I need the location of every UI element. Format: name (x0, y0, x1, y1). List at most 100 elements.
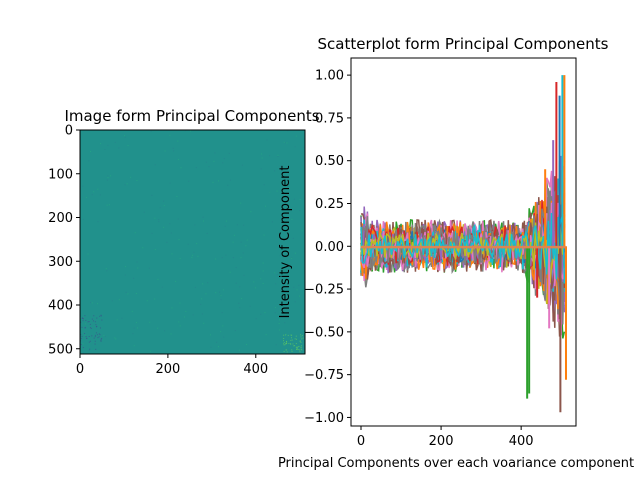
image-noise-pixel (249, 305, 251, 307)
image-noise-pixel (84, 315, 86, 317)
image-noise-pixel (293, 286, 295, 288)
image-noise-pixel (287, 284, 289, 286)
image-noise-pixel (164, 150, 166, 152)
image-noise-pixel (150, 130, 152, 132)
image-noise-pixel (89, 323, 91, 325)
image-noise-pixel (94, 336, 96, 338)
image-noise-pixel (280, 279, 282, 281)
image-noise-pixel (101, 337, 103, 339)
line-xtick-label: 0 (357, 434, 365, 449)
image-noise-pixel (295, 335, 297, 337)
image-noise-pixel (163, 226, 165, 228)
image-noise-pixel (88, 336, 90, 338)
image-noise-pixel (164, 330, 166, 332)
image-noise-pixel (114, 337, 116, 339)
image-noise-pixel (175, 280, 177, 282)
image-noise-pixel (184, 316, 186, 318)
image-noise-pixel (223, 336, 225, 338)
image-noise-pixel (222, 325, 224, 327)
image-ytick-label: 200 (48, 211, 73, 226)
image-noise-pixel (208, 166, 210, 168)
image-noise-pixel (187, 243, 189, 245)
image-noise-pixel (158, 219, 160, 221)
image-noise-pixel (284, 142, 286, 144)
image-noise-pixel (300, 341, 302, 343)
image-noise-pixel (85, 323, 87, 325)
image-noise-pixel (222, 162, 224, 164)
image-noise-pixel (282, 172, 284, 174)
image-noise-pixel (299, 198, 301, 200)
image-noise-pixel (285, 349, 287, 351)
image-noise-pixel (136, 327, 138, 329)
image-noise-pixel (173, 150, 175, 152)
image-noise-pixel (133, 327, 135, 329)
image-noise-pixel (95, 348, 97, 350)
image-noise-pixel (254, 287, 256, 289)
image-noise-pixel (265, 334, 267, 336)
image-noise-pixel (137, 267, 139, 269)
image-noise-pixel (219, 291, 221, 293)
image-noise-pixel (177, 218, 179, 220)
image-noise-pixel (106, 204, 108, 206)
image-noise-pixel (110, 175, 112, 177)
image-frame (79, 129, 306, 355)
image-noise-pixel (262, 262, 264, 264)
image-noise-pixel (281, 170, 283, 172)
image-noise-pixel (290, 334, 292, 336)
image-noise-pixel (274, 170, 276, 172)
image-noise-pixel (96, 334, 98, 336)
image-noise-pixel (229, 271, 231, 273)
line-title: Scatterplot form Principal Components (318, 35, 609, 53)
image-noise-pixel (276, 274, 278, 276)
line-ytick-label: 1.00 (315, 69, 344, 84)
image-noise-pixel (292, 237, 294, 239)
image-noise-pixel (300, 348, 302, 350)
image-noise-pixel (299, 349, 301, 351)
image-noise-pixel (221, 257, 223, 259)
line-ytick-label: −0.75 (304, 368, 344, 383)
image-noise-pixel (205, 293, 207, 295)
image-noise-pixel (95, 324, 97, 326)
image-noise-pixel (238, 302, 240, 304)
image-noise-pixel (250, 211, 252, 213)
image-noise-pixel (106, 270, 108, 272)
image-noise-pixel (286, 351, 288, 353)
image-noise-pixel (299, 210, 301, 212)
line-panel: Scatterplot form Principal Components 0 2… (278, 35, 634, 471)
line-ytick-label: 0.75 (315, 111, 344, 126)
image-noise-pixel (116, 319, 118, 321)
image-noise-pixel (134, 232, 136, 234)
image-noise-pixel (285, 343, 287, 345)
image-noise-pixel (296, 289, 298, 291)
image-noise-pixel (301, 338, 303, 340)
image-noise-pixel (96, 303, 98, 305)
image-noise-pixel (196, 243, 198, 245)
image-noise-pixel (80, 340, 82, 342)
image-noise-pixel (86, 337, 88, 339)
image-noise-pixel (255, 318, 257, 320)
image-noise-pixel (279, 329, 281, 331)
image-noise-pixel (171, 307, 173, 309)
image-noise-pixel (301, 335, 303, 337)
image-noise-pixel (91, 318, 93, 320)
image-noise-pixel (303, 146, 305, 148)
image-noise-pixel (224, 225, 226, 227)
image-noise-pixel (293, 343, 295, 345)
image-noise-pixel (222, 289, 224, 291)
image-noise-pixel (294, 301, 296, 303)
image-noise-pixel (292, 343, 294, 345)
image-noise-pixel (213, 160, 215, 162)
image-noise-pixel (227, 184, 229, 186)
image-noise-pixel (240, 241, 242, 243)
image-noise-pixel (242, 252, 244, 254)
image-noise-pixel (194, 224, 196, 226)
image-noise-pixel (291, 337, 293, 339)
image-noise-pixel (185, 311, 187, 313)
image-noise-pixel (87, 321, 89, 323)
image-noise-pixel (171, 253, 173, 255)
image-heatmap (80, 130, 305, 354)
image-noise-pixel (283, 342, 285, 344)
component-series-line (360, 212, 566, 284)
image-noise-pixel (100, 143, 102, 145)
image-noise-pixel (80, 338, 82, 340)
